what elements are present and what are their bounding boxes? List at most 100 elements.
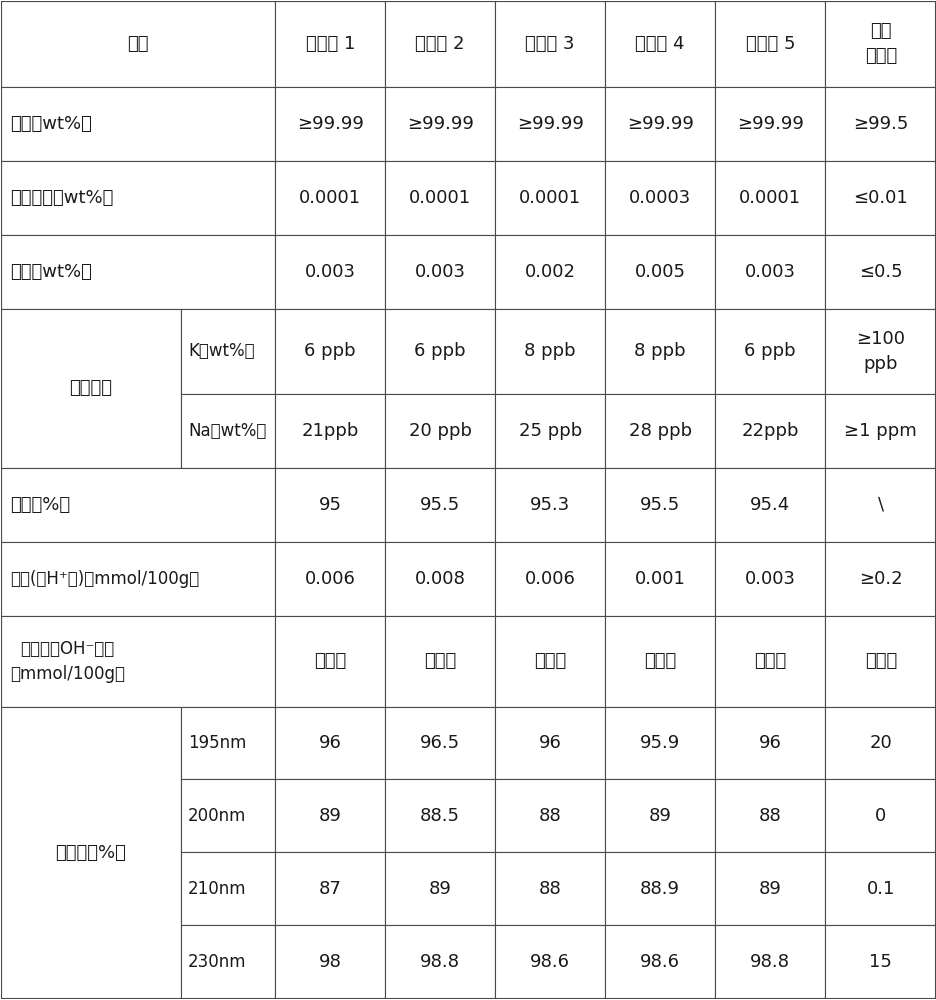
Bar (495, 468, 605, 542)
Text: 水分（wt%）: 水分（wt%） (10, 263, 92, 281)
Text: 200nm: 200nm (188, 807, 246, 825)
Bar (714, 235, 825, 309)
Bar (825, 468, 935, 542)
Text: 0.003: 0.003 (744, 263, 795, 281)
Bar (181, 852, 275, 925)
Bar (714, 707, 825, 779)
Text: 88.9: 88.9 (639, 880, 680, 898)
Text: ≥1 ppm: ≥1 ppm (843, 422, 916, 440)
Bar (605, 161, 714, 235)
Bar (495, 852, 605, 925)
Bar (714, 87, 825, 161)
Bar (275, 616, 385, 707)
Bar (605, 542, 714, 616)
Bar (714, 1, 825, 87)
Text: Na（wt%）: Na（wt%） (188, 422, 266, 440)
Text: 98.6: 98.6 (639, 953, 680, 971)
Bar (385, 235, 495, 309)
Text: ≥99.99: ≥99.99 (517, 115, 583, 133)
Text: 酸度(以H⁺计)（mmol/100g）: 酸度(以H⁺计)（mmol/100g） (10, 570, 199, 588)
Bar (495, 309, 605, 394)
Text: 实施例 4: 实施例 4 (635, 35, 684, 53)
Bar (605, 1, 714, 87)
Text: 未检出: 未检出 (534, 652, 565, 670)
Text: 95.9: 95.9 (639, 734, 680, 752)
Text: 0.008: 0.008 (415, 570, 465, 588)
Bar (275, 468, 385, 542)
Bar (275, 852, 385, 925)
Bar (275, 925, 385, 999)
Bar (714, 925, 825, 999)
Bar (825, 925, 935, 999)
Bar (1, 707, 181, 999)
Bar (495, 394, 605, 468)
Bar (275, 309, 385, 394)
Bar (385, 616, 495, 707)
Bar (605, 468, 714, 542)
Text: 98.6: 98.6 (530, 953, 570, 971)
Text: ≥99.99: ≥99.99 (297, 115, 363, 133)
Bar (605, 235, 714, 309)
Text: 95.4: 95.4 (750, 496, 790, 514)
Bar (605, 87, 714, 161)
Bar (605, 852, 714, 925)
Text: ≥99.99: ≥99.99 (406, 115, 474, 133)
Text: 88: 88 (538, 807, 561, 825)
Text: 88: 88 (538, 880, 561, 898)
Bar (495, 1, 605, 87)
Text: 25 ppb: 25 ppb (518, 422, 581, 440)
Text: 0.001: 0.001 (634, 570, 685, 588)
Text: 230nm: 230nm (188, 953, 246, 971)
Text: 22ppb: 22ppb (740, 422, 798, 440)
Bar (605, 925, 714, 999)
Text: 0.006: 0.006 (524, 570, 575, 588)
Text: 0.005: 0.005 (634, 263, 685, 281)
Bar (1, 616, 275, 707)
Text: 8 ppb: 8 ppb (634, 342, 685, 360)
Bar (275, 87, 385, 161)
Bar (714, 616, 825, 707)
Bar (714, 542, 825, 616)
Bar (275, 161, 385, 235)
Bar (385, 161, 495, 235)
Bar (825, 309, 935, 394)
Text: 6 ppb: 6 ppb (744, 342, 796, 360)
Bar (1, 542, 275, 616)
Text: 纯度（wt%）: 纯度（wt%） (10, 115, 92, 133)
Text: ≥100
ppb: ≥100 ppb (856, 330, 904, 373)
Text: 透过率（%）: 透过率（%） (55, 844, 126, 862)
Bar (825, 87, 935, 161)
Bar (181, 394, 275, 468)
Text: 未检出: 未检出 (424, 652, 456, 670)
Text: 95.5: 95.5 (419, 496, 460, 514)
Bar (1, 235, 275, 309)
Text: 0.003: 0.003 (744, 570, 795, 588)
Text: 未检出: 未检出 (864, 652, 896, 670)
Text: 实施例 3: 实施例 3 (525, 35, 575, 53)
Bar (495, 235, 605, 309)
Bar (825, 779, 935, 852)
Text: 0.006: 0.006 (304, 570, 356, 588)
Bar (605, 707, 714, 779)
Bar (275, 1, 385, 87)
Bar (825, 394, 935, 468)
Text: 6 ppb: 6 ppb (414, 342, 465, 360)
Text: ≥99.5: ≥99.5 (852, 115, 908, 133)
Text: 15: 15 (869, 953, 891, 971)
Bar (714, 852, 825, 925)
Bar (1, 161, 275, 235)
Bar (495, 925, 605, 999)
Bar (495, 542, 605, 616)
Text: 蒸发残渣（wt%）: 蒸发残渣（wt%） (10, 189, 113, 207)
Text: 195nm: 195nm (188, 734, 246, 752)
Text: 收率（%）: 收率（%） (10, 496, 70, 514)
Text: 89: 89 (758, 880, 781, 898)
Bar (605, 394, 714, 468)
Bar (825, 542, 935, 616)
Bar (385, 87, 495, 161)
Bar (385, 309, 495, 394)
Bar (385, 1, 495, 87)
Bar (385, 707, 495, 779)
Text: ≤0.01: ≤0.01 (853, 189, 907, 207)
Text: 95: 95 (318, 496, 342, 514)
